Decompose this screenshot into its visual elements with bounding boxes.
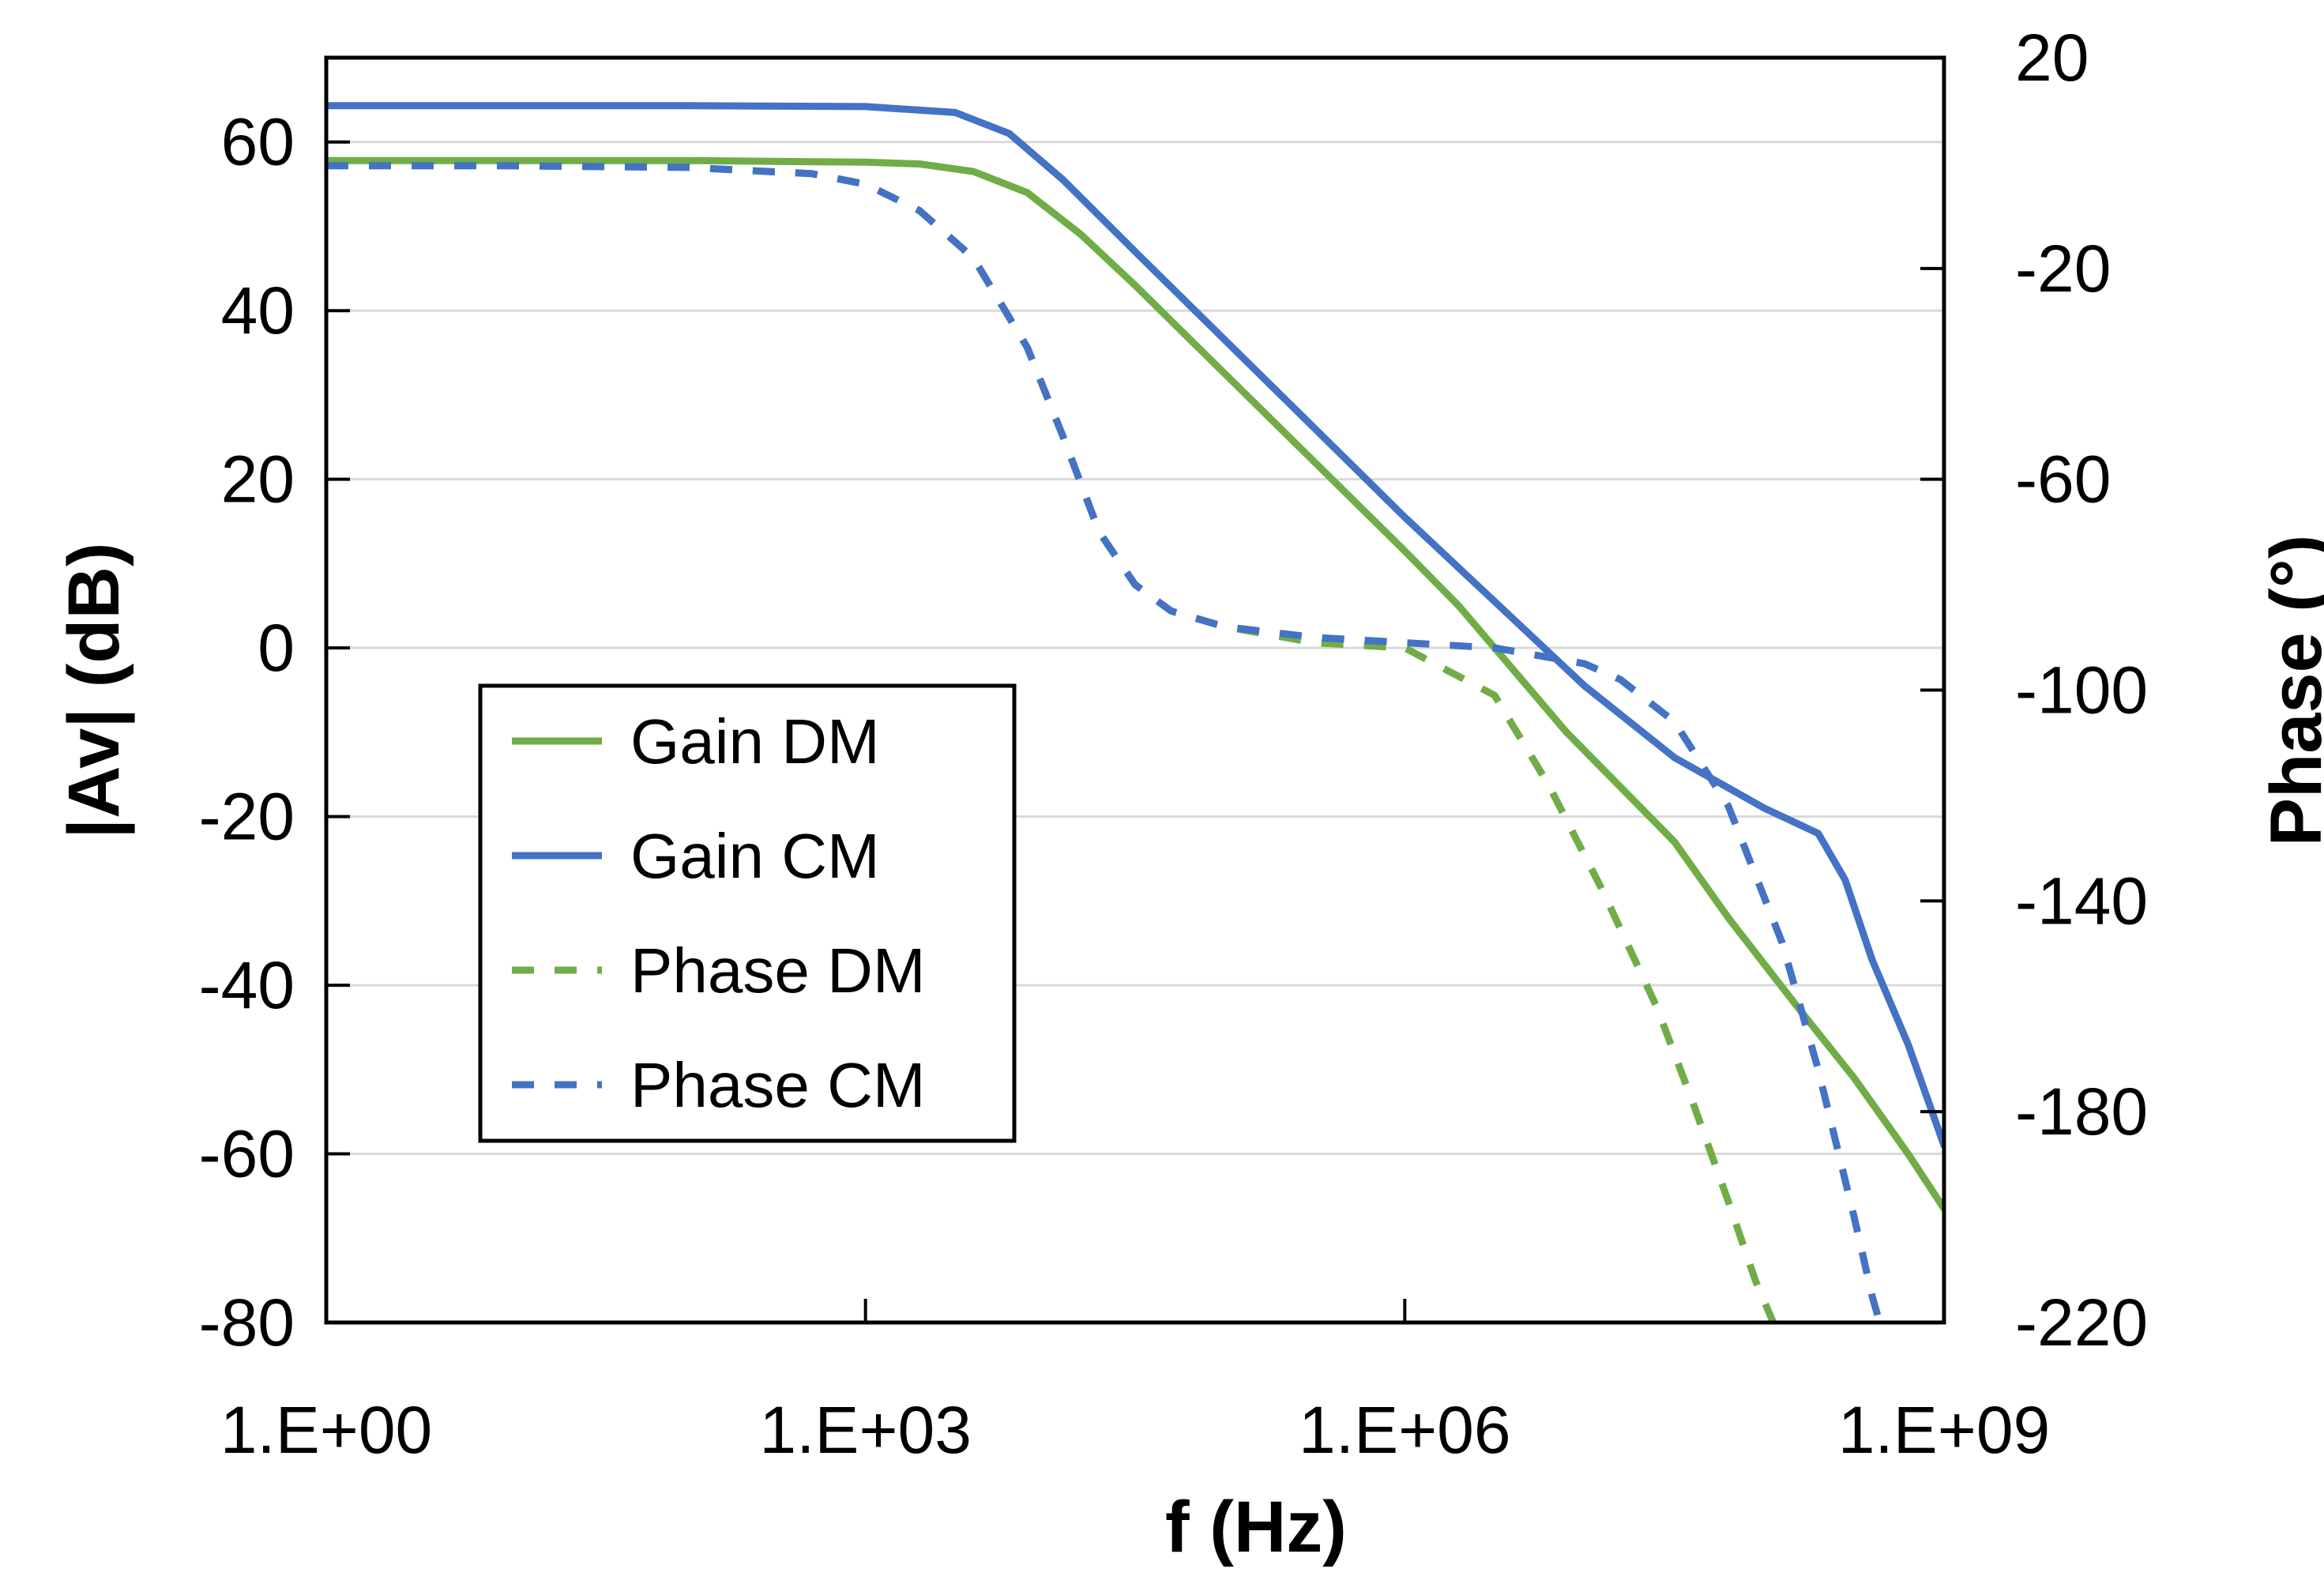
series-line-gain-cm: [326, 102, 1944, 1149]
legend: Gain DM Gain CM Phase DM Phase CM: [478, 683, 1017, 1143]
y2-tick-label: -20: [2015, 231, 2111, 306]
y-tick-label: -80: [199, 1285, 295, 1360]
y2-axis-title: Phase (°): [2256, 535, 2324, 847]
legend-label-gain-dm: Gain DM: [630, 706, 880, 777]
y-tick-label: 20: [221, 442, 295, 517]
y2-tick-label: -100: [2015, 653, 2148, 728]
series-line-gain-dm: [326, 156, 1944, 1213]
tick-marks: [325, 56, 1946, 1324]
x-tick-label: 1.E+09: [1838, 1393, 2051, 1467]
legend-label-phase-dm: Phase DM: [630, 935, 925, 1006]
y2-tick-label: -60: [2015, 442, 2111, 517]
y-tick-label: -20: [199, 780, 295, 854]
legend-label-gain-cm: Gain CM: [630, 821, 880, 891]
y-tick-label: 60: [221, 105, 295, 179]
y-tick-label: -60: [199, 1117, 295, 1191]
x-axis-title: f (Hz): [1165, 1487, 1347, 1567]
series-line-phase-cm: [326, 162, 1884, 1323]
legend-label-phase-cm: Phase CM: [630, 1050, 925, 1120]
y-tick-label: 40: [221, 273, 295, 348]
y-axis-title: |Av| (dB): [54, 542, 135, 838]
y2-tick-label: 20: [2015, 21, 2089, 95]
x-tick-label: 1.E+06: [1299, 1393, 1511, 1467]
y-tick-label: -40: [199, 948, 295, 1022]
legend-box: [478, 683, 1017, 1143]
y2-tick-label: -220: [2015, 1285, 2148, 1360]
series-group: [326, 102, 1944, 1323]
x-tick-label: 1.E+00: [220, 1393, 433, 1467]
y2-tick-label: -140: [2015, 863, 2148, 938]
tick-labels: 60 40 20 0 -20 -40 -60 -80 20 -20 -60 -100 -140 -180 -…: [199, 21, 2149, 1467]
y-tick-label: 0: [258, 611, 295, 685]
y2-tick-label: -180: [2015, 1074, 2148, 1149]
x-tick-label: 1.E+03: [759, 1393, 972, 1467]
